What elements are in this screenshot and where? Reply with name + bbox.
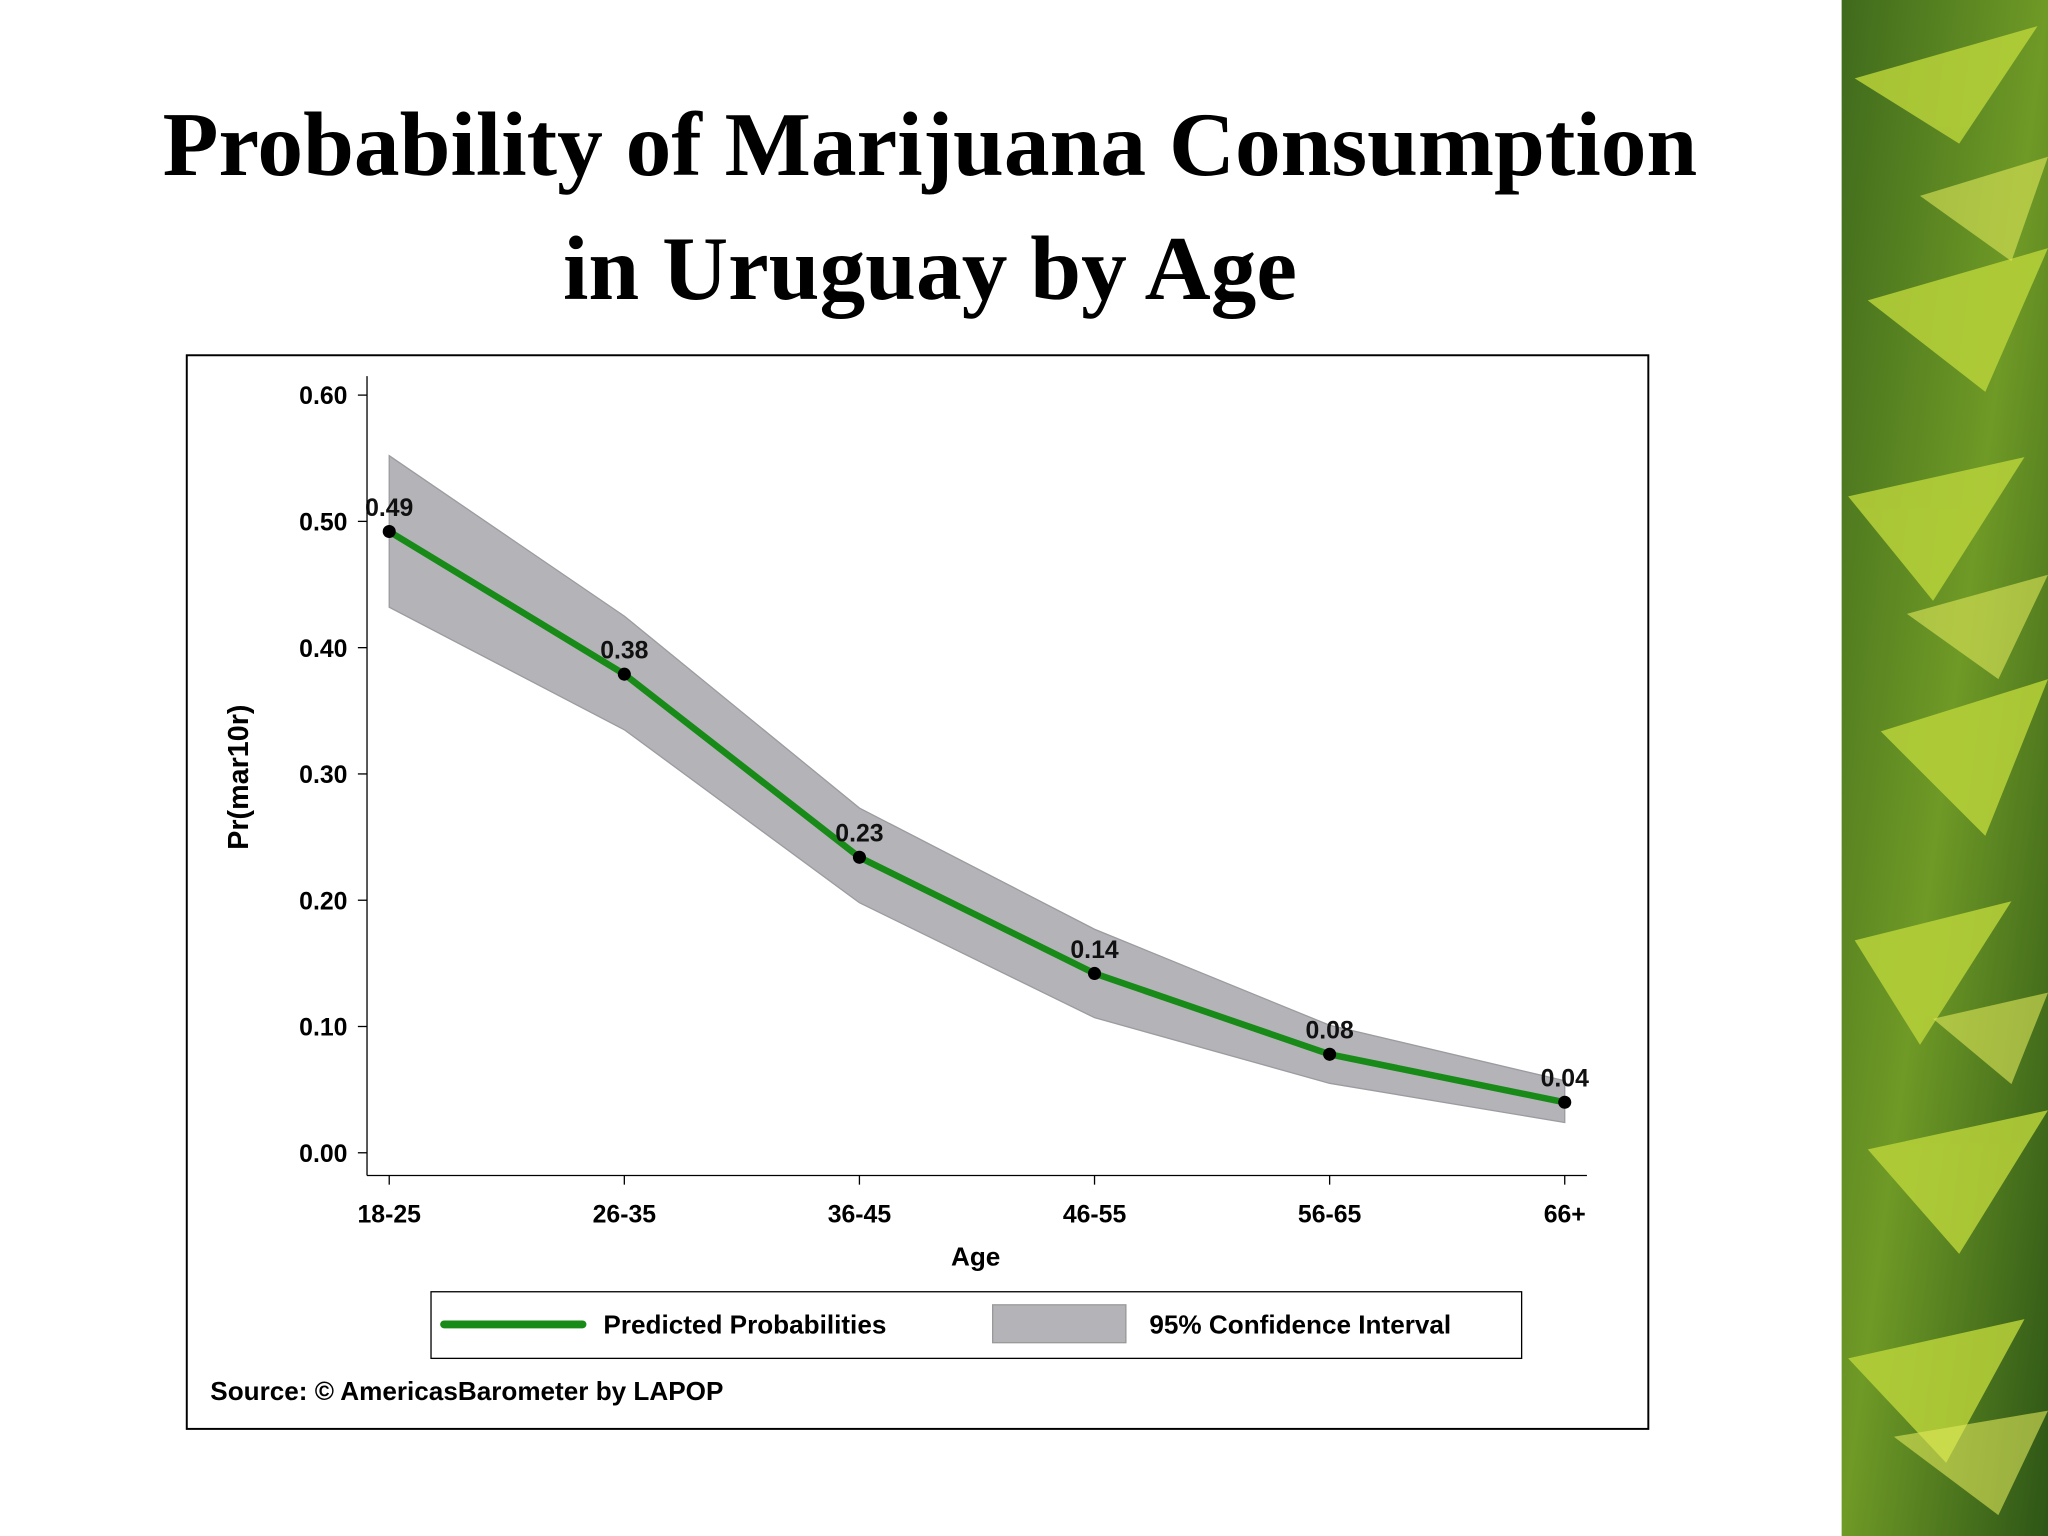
- y-tick-label: 0.10: [299, 1015, 347, 1042]
- legend-label: Predicted Probabilities: [603, 1310, 886, 1340]
- data-point: [617, 667, 631, 681]
- y-tick-label: 0.50: [299, 510, 347, 537]
- x-tick-label: 66+: [1544, 1202, 1586, 1229]
- x-axis-label: Age: [951, 1242, 1000, 1272]
- data-label: 0.38: [600, 638, 648, 665]
- y-tick-label: 0.00: [299, 1141, 347, 1168]
- plot: 0.49 0.38 0.23 0.14 0.08 0.04: [365, 454, 1589, 1124]
- confidence-band: [388, 454, 1566, 1124]
- data-label: 0.23: [835, 821, 883, 848]
- data-label: 0.49: [365, 495, 413, 522]
- y-tick-label: 0.20: [299, 888, 347, 915]
- legend-swatch: [992, 1304, 1127, 1344]
- x-tick-label: 26-35: [593, 1202, 657, 1229]
- data-point: [852, 850, 866, 864]
- data-point: [1323, 1047, 1337, 1061]
- x-tick-label: 46-55: [1063, 1202, 1127, 1229]
- data-point: [1558, 1095, 1572, 1109]
- y-tick-label: 0.60: [299, 383, 347, 410]
- source-note: Source: © AmericasBarometer by LAPOP: [210, 1376, 723, 1406]
- prediction-line: [387, 528, 1566, 1106]
- data-point: [1088, 966, 1102, 980]
- leaf-background: [1841, 0, 2048, 1536]
- legend-label: 95% Confidence Interval: [1149, 1310, 1451, 1340]
- data-label: 0.08: [1305, 1018, 1353, 1045]
- y-axis-label: Pr(mar10r): [223, 705, 255, 850]
- data-point: [382, 524, 396, 539]
- data-label: 0.04: [1541, 1066, 1589, 1093]
- x-tick-label: 18-25: [358, 1202, 422, 1229]
- y-tick-label: 0.40: [299, 636, 347, 663]
- x-tick-label: 56-65: [1298, 1202, 1362, 1229]
- y-tick-label: 0.30: [299, 762, 347, 789]
- slide-title: Probability of Marijuana Consumption: [163, 94, 1698, 195]
- x-tick-label: 36-45: [828, 1202, 892, 1229]
- legend-box: [430, 1291, 1523, 1360]
- data-label: 0.14: [1070, 937, 1118, 964]
- slide-title: in Uruguay by Age: [563, 218, 1297, 319]
